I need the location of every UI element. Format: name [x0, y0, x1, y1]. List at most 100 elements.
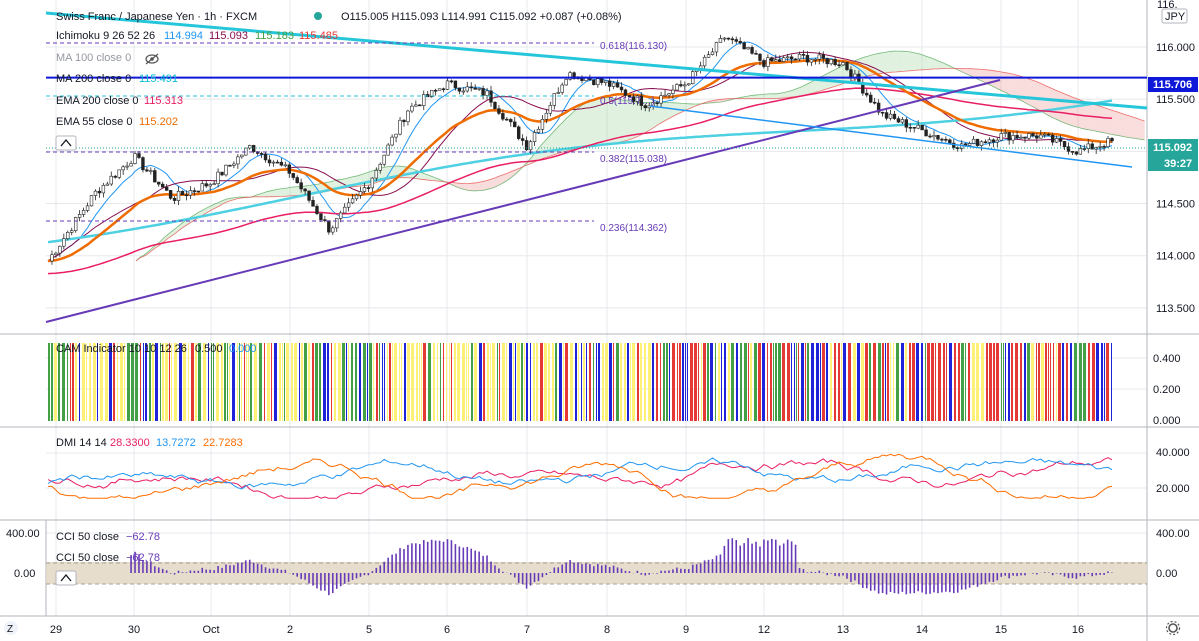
cloud-segment: [796, 87, 801, 97]
cam-bar: [616, 343, 619, 421]
cam-bar: [961, 343, 964, 421]
cam-bar: [885, 343, 886, 421]
candle-body: [493, 101, 497, 109]
legend-ma200[interactable]: MA 200 close 0: [56, 73, 131, 85]
candle-body: [876, 102, 881, 113]
candle-body: [1102, 146, 1106, 148]
cam-bar: [211, 343, 212, 421]
cam-axis: 0.400 0.200 0.000: [1153, 353, 1181, 427]
candle-body: [615, 82, 620, 88]
legend-ma100[interactable]: MA 100 close 0: [56, 52, 131, 64]
cloud-segment: [768, 93, 773, 99]
cam-bar: [93, 343, 96, 421]
cam-bar: [109, 343, 112, 421]
cam-bar: [853, 343, 856, 421]
candle-body: [188, 190, 193, 196]
cam-bar: [244, 343, 245, 421]
cam-bar: [1101, 343, 1103, 421]
candle-body: [62, 238, 66, 247]
cloud-segment: [1057, 90, 1062, 122]
cloud-segment: [594, 98, 599, 146]
candle-body: [904, 119, 909, 128]
cam-bar: [927, 343, 930, 421]
cam-bar: [1001, 343, 1002, 421]
cloud-segment: [559, 121, 564, 154]
cam-bar: [770, 343, 772, 421]
cam-bar: [685, 343, 686, 421]
legend-ema55[interactable]: EMA 55 close 0: [56, 116, 132, 128]
cloud-segment: [294, 186, 299, 196]
cloud-segment: [915, 52, 920, 71]
collapse-cci-button[interactable]: [55, 570, 77, 586]
candle-body: [679, 84, 683, 87]
candle-body: [892, 113, 897, 119]
candlesticks: [50, 34, 1114, 265]
cloud-segment: [167, 231, 172, 239]
candle-body: [457, 87, 462, 92]
cam-bar: [536, 343, 538, 421]
eye-off-icon[interactable]: [145, 53, 159, 65]
candle-body: [817, 54, 822, 60]
cloud-segment: [511, 169, 516, 178]
legend-ema200[interactable]: EMA 200 close 0: [56, 95, 139, 107]
cloud-segment: [1101, 106, 1106, 134]
bottom-controls[interactable]: Z: [4, 620, 1181, 636]
candle-body: [872, 101, 877, 104]
collapse-legend-button[interactable]: [55, 135, 77, 151]
cam-bar: [474, 343, 477, 421]
cam-bar: [1041, 343, 1044, 421]
cam-bar: [399, 343, 400, 421]
time-axis-label: 12: [758, 624, 770, 636]
candle-body: [809, 59, 814, 63]
candle-body: [259, 153, 264, 155]
cloud-segment: [1136, 118, 1141, 140]
cam-bar: [127, 343, 130, 421]
cloud-segment: [602, 97, 607, 145]
time-axis-label: 6: [444, 624, 450, 636]
cam-bar: [227, 343, 228, 421]
cam-bar: [801, 343, 804, 421]
cloud-segment: [840, 65, 845, 85]
candle-body: [172, 198, 177, 201]
fib-382-label: 0.382(115.038): [600, 154, 667, 165]
time-axis[interactable]: 29 30 Oct 2 5 6 7 8 9 12 13 14 15 16: [50, 624, 1084, 636]
cam-legend: CAM Indicator 10 10 12 26 0.500 0.000: [56, 343, 257, 355]
cam-bar: [943, 343, 945, 421]
time-axis-label: 15: [995, 624, 1007, 636]
cam-bar: [291, 343, 293, 421]
candle-body: [224, 164, 228, 176]
cam-bar: [609, 343, 612, 421]
candle-body: [979, 141, 984, 146]
candle-body: [125, 165, 129, 168]
cloud-segment: [179, 221, 184, 231]
cam-bar: [748, 343, 749, 421]
candle-body: [928, 135, 932, 138]
cloud-segment: [1010, 73, 1015, 97]
candle-body: [161, 183, 165, 188]
adx-value: 22.7283: [203, 437, 243, 449]
cam-bar: [346, 343, 347, 421]
legend-ichimoku[interactable]: Ichimoku 9 26 52 26: [56, 30, 155, 42]
cam-bar: [162, 343, 164, 421]
cam-bar: [248, 343, 249, 421]
cloud-segment: [582, 102, 587, 148]
cam-bar: [191, 343, 194, 421]
cam-bar: [183, 343, 186, 421]
candle-body: [825, 58, 829, 65]
candle-body: [746, 47, 750, 50]
candle-body: [410, 105, 414, 112]
cam-bar: [548, 343, 550, 421]
cam-bar: [58, 343, 60, 421]
cam-bar: [416, 343, 418, 421]
candle-body: [1054, 138, 1059, 143]
cam-bar: [301, 343, 303, 421]
currency-badge[interactable]: JPY: [1165, 11, 1186, 23]
candle-body: [956, 147, 960, 150]
cam-bar: [750, 343, 752, 421]
symbol-title[interactable]: Swiss Franc / Japanese Yen · 1h · FXCM: [56, 11, 257, 23]
descending-trendline: [45, 11, 1148, 110]
candle-body: [501, 113, 505, 120]
candle-body: [283, 164, 288, 167]
ohlc-values: O115.005 H115.093 L114.991 C115.092 +0.0…: [341, 11, 622, 23]
